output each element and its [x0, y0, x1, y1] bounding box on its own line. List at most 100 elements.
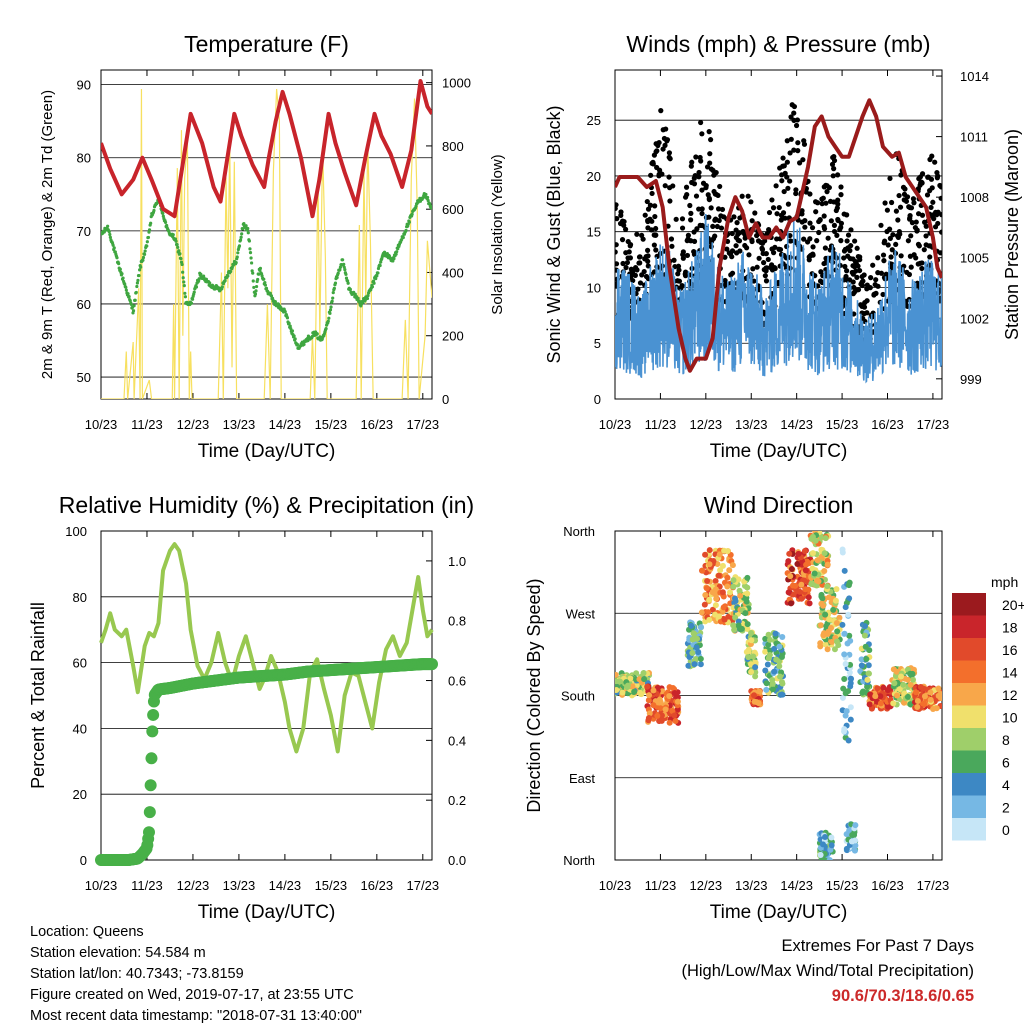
- gust-point: [615, 261, 620, 267]
- wind-direction-point: [748, 629, 755, 636]
- wind-direction-point: [750, 653, 757, 660]
- dewpoint-point: [315, 332, 319, 336]
- gust-point: [746, 252, 752, 258]
- temperature-x-tick-label: 11/23: [131, 417, 163, 432]
- gust-point: [787, 238, 794, 244]
- wind-direction-point: [724, 548, 731, 555]
- wind-direction-point: [843, 845, 850, 852]
- wind_direction-title: Wind Direction: [704, 492, 854, 518]
- gust-point: [680, 252, 686, 258]
- gust-point: [829, 161, 836, 167]
- gust-point: [683, 269, 689, 275]
- gust-point: [673, 216, 679, 222]
- wind-direction-point: [849, 832, 856, 839]
- gust-point: [844, 238, 850, 244]
- gust-point: [868, 275, 874, 281]
- precipitation-point: [145, 752, 158, 765]
- gust-point: [938, 195, 942, 201]
- gust-point: [669, 243, 675, 249]
- gust-point: [688, 217, 694, 223]
- dewpoint-point: [270, 296, 275, 300]
- gust-point: [928, 204, 934, 211]
- rh_precip-x-tick-label: 17/23: [407, 878, 440, 893]
- wind-direction-point: [777, 673, 784, 680]
- gust-point: [896, 229, 903, 235]
- gust-point: [779, 178, 785, 184]
- temperature-y2-tick-label: 800: [442, 139, 464, 154]
- latlon-text: Station lat/lon: 40.7343; -73.8159: [30, 966, 244, 982]
- gust-point: [834, 232, 840, 238]
- gust-point: [878, 270, 885, 276]
- dewpoint-point: [318, 335, 322, 339]
- wind-direction-point: [671, 712, 678, 719]
- dewpoint-point: [283, 310, 287, 314]
- dewpoint-point: [244, 224, 248, 228]
- wind-direction-point: [864, 683, 871, 690]
- rh-y-tick-label: 40: [73, 721, 87, 736]
- dewpoint-point: [181, 270, 185, 274]
- wind-direction-point: [893, 692, 900, 699]
- rh-y-tick-label: 0: [80, 853, 87, 868]
- wind-direction-point: [904, 676, 911, 683]
- wind-direction-point: [801, 548, 808, 555]
- wind-direction-point: [842, 604, 849, 611]
- wind-direction-point: [724, 574, 731, 581]
- temperature-plot-frame: [100, 69, 433, 400]
- wind-direction-point: [713, 595, 720, 602]
- wind-direction-point: [640, 670, 647, 677]
- gust-point: [898, 172, 904, 178]
- temperature-x-tick-label: 10/23: [85, 417, 118, 432]
- wind-direction-point: [719, 589, 726, 596]
- gust-point: [671, 257, 677, 263]
- wind-direction-point: [688, 622, 695, 629]
- wind-direction-point: [654, 712, 661, 719]
- wind-direction-point: [644, 683, 651, 690]
- wind-direction-point: [724, 583, 731, 590]
- wind_direction-x-tick-label: 14/23: [780, 878, 813, 893]
- dewpoint-point: [107, 229, 111, 234]
- precip-y2-tick-label: 0.0: [448, 853, 466, 868]
- winds-y-tick-label: 15: [587, 225, 601, 240]
- gust-point: [824, 183, 830, 189]
- wind-direction-point: [659, 688, 666, 695]
- wind-direction-point: [691, 661, 698, 668]
- rh-y-tick-label: 100: [65, 524, 87, 539]
- gust-point: [862, 300, 868, 306]
- wind-direction-point: [615, 671, 619, 678]
- wind-direction-point: [650, 687, 657, 694]
- dewpoint-point: [332, 286, 336, 291]
- gust-point: [634, 231, 640, 237]
- gust-point: [644, 198, 650, 205]
- extremes-values: 90.6/70.3/18.6/0.65: [831, 987, 974, 1005]
- gust-point: [626, 249, 632, 255]
- wind-direction-point: [877, 693, 884, 700]
- wind-direction-point: [732, 595, 739, 602]
- wind-direction-point: [811, 570, 818, 577]
- wind-direction-point: [703, 585, 710, 592]
- temperature-x-tick-label: 16/23: [361, 417, 394, 432]
- gust-point: [651, 242, 657, 248]
- gust-point: [653, 232, 659, 238]
- dewpoint-point: [178, 252, 182, 256]
- gust-point: [722, 277, 728, 284]
- gust-point: [831, 222, 838, 229]
- gust-point: [861, 304, 868, 310]
- gust-point: [708, 166, 714, 172]
- wind-direction-point: [930, 705, 937, 712]
- wind-direction-point: [845, 737, 852, 744]
- wind-direction-point: [865, 670, 872, 677]
- solar-insolation-line: [101, 88, 432, 399]
- gust-point: [845, 232, 852, 238]
- wind-direction-point: [699, 567, 706, 574]
- wind-direction-point: [731, 626, 738, 633]
- gust-point: [861, 272, 867, 278]
- winds-y2-tick-label: 1014: [960, 69, 989, 84]
- dewpoint-point: [331, 291, 335, 295]
- gust-point: [648, 172, 654, 178]
- colorbar-tick-label: 16: [1002, 642, 1018, 658]
- dewpoint-point: [335, 275, 339, 280]
- wind-direction-point: [645, 697, 652, 704]
- wind-direction-point: [736, 587, 743, 594]
- gust-point: [816, 229, 822, 236]
